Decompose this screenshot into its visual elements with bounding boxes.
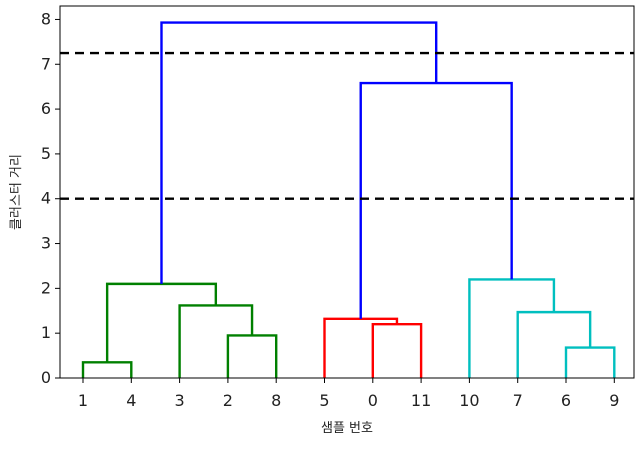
plot-content <box>60 21 634 378</box>
x-tick-label: 5 <box>319 391 329 410</box>
y-tick-label: 5 <box>41 144 51 163</box>
x-axis: 1 4 3 2 8 5 0 11 10 7 6 9 <box>78 378 619 410</box>
x-tick-label: 7 <box>513 391 523 410</box>
y-tick-label: 1 <box>41 323 51 342</box>
dendrogram-link <box>160 21 438 284</box>
y-tick-label: 3 <box>41 234 51 253</box>
y-tick-label: 6 <box>41 99 51 118</box>
y-tick-label: 8 <box>41 9 51 28</box>
dendrogram-link <box>371 323 423 378</box>
dendrogram-link <box>516 310 592 378</box>
x-tick-label: 11 <box>411 391 431 410</box>
y-tick-label: 4 <box>41 189 51 208</box>
dendrogram-link <box>323 317 399 378</box>
dendrogram-link <box>564 346 616 378</box>
x-tick-label: 8 <box>271 391 281 410</box>
x-tick-label: 9 <box>609 391 619 410</box>
y-tick-label: 0 <box>41 368 51 387</box>
x-tick-label: 1 <box>78 391 88 410</box>
dendrogram-link <box>468 278 556 378</box>
y-axis-label: 클러스터 거리 <box>9 154 24 230</box>
x-tick-label: 0 <box>368 391 378 410</box>
x-tick-label: 3 <box>175 391 185 410</box>
x-tick-label: 6 <box>561 391 571 410</box>
x-tick-label: 10 <box>459 391 479 410</box>
x-tick-label: 2 <box>223 391 233 410</box>
dendrogram-link <box>359 81 513 319</box>
plot-frame <box>59 5 635 379</box>
y-tick-label: 7 <box>41 54 51 73</box>
y-tick-label: 2 <box>41 278 51 297</box>
x-axis-label: 샘플 번호 <box>321 421 373 436</box>
y-axis: 0 1 2 3 4 5 6 7 8 <box>41 9 60 387</box>
x-tick-label: 4 <box>126 391 136 410</box>
dendrogram-link <box>105 282 218 363</box>
dendrogram-link <box>178 304 254 378</box>
dendrogram-link <box>81 361 133 378</box>
dendrogram-link <box>226 334 278 378</box>
